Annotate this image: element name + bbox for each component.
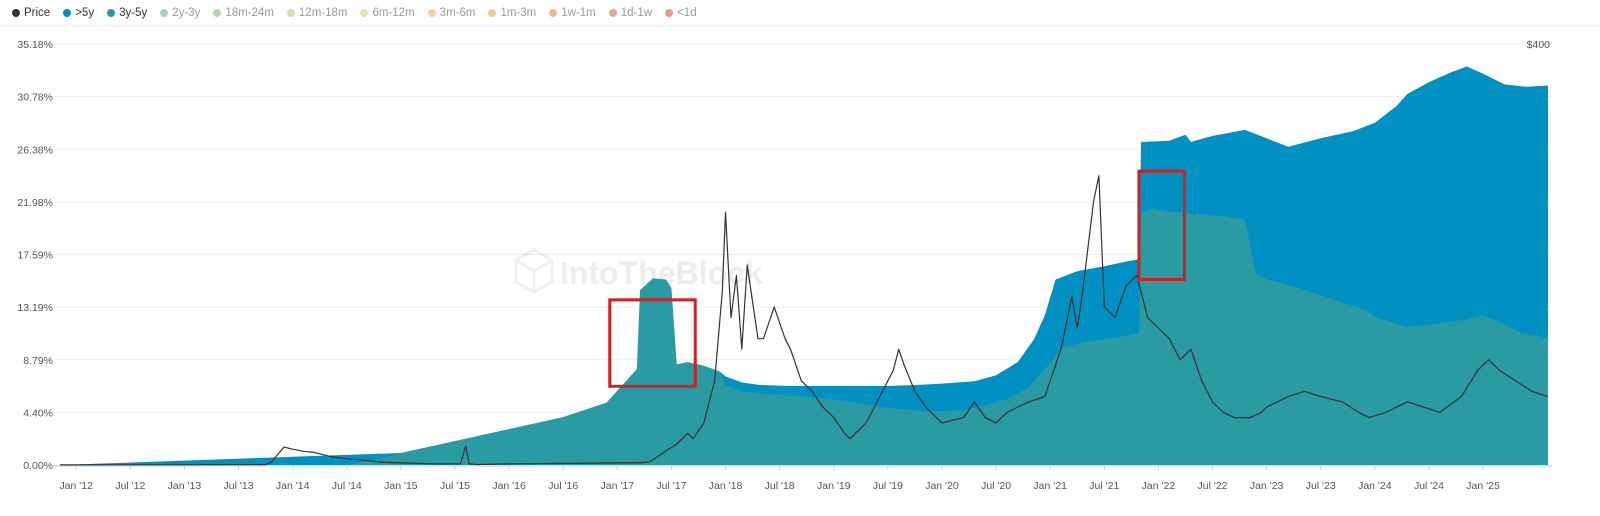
y-tick-label: 35.18% [17, 39, 53, 51]
legend-item[interactable]: 2y-3y [160, 7, 200, 19]
x-tick-label: Jul '16 [548, 480, 578, 492]
x-tick-label: Jul '12 [115, 480, 145, 492]
legend-label: 1w-1m [561, 7, 596, 19]
y-right-tick-label: $400 [1527, 39, 1551, 51]
legend-label: 2y-3y [172, 7, 201, 19]
legend-label: 18m-24m [225, 7, 274, 19]
legend-label: 3m-6m [439, 7, 476, 19]
legend-dot-icon [427, 9, 436, 17]
legend-item[interactable]: 3y-5y [107, 7, 147, 19]
y-tick-label: 26.38% [17, 144, 53, 156]
highlight-boxes [608, 169, 1186, 388]
area-series [60, 66, 1548, 465]
legend-label: 3y-5y [119, 7, 148, 19]
price-line [59, 175, 1549, 466]
y-tick-label: 13.19% [17, 302, 53, 314]
legend-label: 6m-12m [372, 7, 415, 19]
y-tick-label: 4.40% [23, 407, 53, 419]
x-tick-label: Jul '19 [873, 480, 903, 492]
watermark-logo-icon [514, 248, 554, 294]
x-tick-label: Jul '23 [1306, 480, 1336, 492]
highlight-box [1137, 169, 1186, 282]
y-tick-label: 8.79% [23, 355, 53, 367]
legend-dot-icon [665, 9, 674, 17]
y-tick-label: 30.78% [17, 92, 53, 104]
x-tick-label: Jan '15 [384, 480, 418, 492]
legend-item[interactable]: Price [12, 7, 50, 19]
legend-label: 1m-3m [500, 7, 537, 19]
x-tick-label: Jan '16 [492, 480, 526, 492]
watermark: IntoTheBlock [514, 248, 763, 294]
y-tick-label: 21.98% [17, 197, 53, 209]
x-tick-label: Jan '13 [168, 480, 202, 492]
x-tick-label: Jul '14 [332, 480, 362, 492]
x-tick-label: Jan '18 [709, 480, 743, 492]
legend-dot-icon [608, 9, 617, 17]
x-tick-label: Jan '25 [1466, 480, 1500, 492]
legend-dot-icon [12, 9, 20, 17]
legend-item[interactable]: 6m-12m [360, 7, 415, 19]
legend-label: >5y [75, 7, 95, 19]
x-tick-label: Jul '15 [440, 480, 470, 492]
legend-item[interactable]: 1m-3m [488, 7, 536, 19]
legend-item[interactable]: 1w-1m [549, 7, 596, 19]
price-series [59, 175, 1549, 466]
x-tick-label: Jul '20 [981, 480, 1011, 492]
x-tick-label: Jul '21 [1089, 480, 1119, 492]
x-tick-label: Jul '17 [656, 480, 686, 492]
legend-dot-icon [160, 9, 169, 17]
legend-label: Price [24, 7, 51, 19]
legend-dot-icon [488, 9, 497, 17]
legend-dot-icon [63, 9, 72, 17]
x-tick-label: Jan '12 [59, 480, 93, 492]
x-tick-label: Jan '14 [276, 480, 310, 492]
y-tick-label: 0.00% [23, 460, 53, 472]
legend-dot-icon [286, 9, 295, 17]
x-tick-label: Jan '20 [925, 480, 959, 492]
highlight-box [608, 298, 697, 388]
legend-item[interactable]: 3m-6m [427, 7, 476, 19]
legend-dot-icon [107, 9, 116, 17]
y-axis-right: $400 [1527, 39, 1551, 51]
x-tick-label: Jan '24 [1358, 480, 1392, 492]
legend-item[interactable]: 12m-18m [286, 7, 348, 19]
x-tick-label: Jul '22 [1198, 480, 1228, 492]
legend-dot-icon [549, 9, 558, 17]
legend-label: <1d [677, 7, 697, 19]
x-axis: Jan '12 Jul '12 Jan '13 Jul '13 Jan '14 Jul '… [50, 465, 1552, 492]
legend-divider [0, 25, 1600, 26]
x-tick-label: Jul '18 [765, 480, 795, 492]
legend-item[interactable]: 18m-24m [213, 7, 274, 19]
x-tick-label: Jan '23 [1250, 480, 1284, 492]
legend-item[interactable]: 1d-1w [608, 7, 653, 19]
legend-item[interactable]: <1d [665, 7, 697, 19]
legend-item[interactable]: >5y [63, 7, 94, 19]
area-3y-5y [60, 207, 1548, 465]
legend-dot-icon [360, 9, 369, 17]
y-axis-left: 35.18% 30.78% 26.38% 21.98% 17.59% 13.19% 8.79… [17, 39, 53, 472]
legend: Price >5y 3y-5y 2y-3y 18m-24m 12m-18m 6m-12m 3m… [12, 4, 710, 22]
x-tick-label: Jan '22 [1142, 480, 1176, 492]
legend-dot-icon [213, 9, 222, 17]
x-tick-label: Jul '13 [224, 480, 254, 492]
legend-label: 1d-1w [620, 7, 653, 19]
x-tick-label: Jan '17 [601, 480, 635, 492]
legend-label: 12m-18m [298, 7, 348, 19]
y-tick-label: 17.59% [17, 250, 53, 262]
x-tick-label: Jan '21 [1033, 480, 1067, 492]
x-tick-label: Jan '19 [817, 480, 851, 492]
x-tick-label: Jul '24 [1414, 480, 1444, 492]
